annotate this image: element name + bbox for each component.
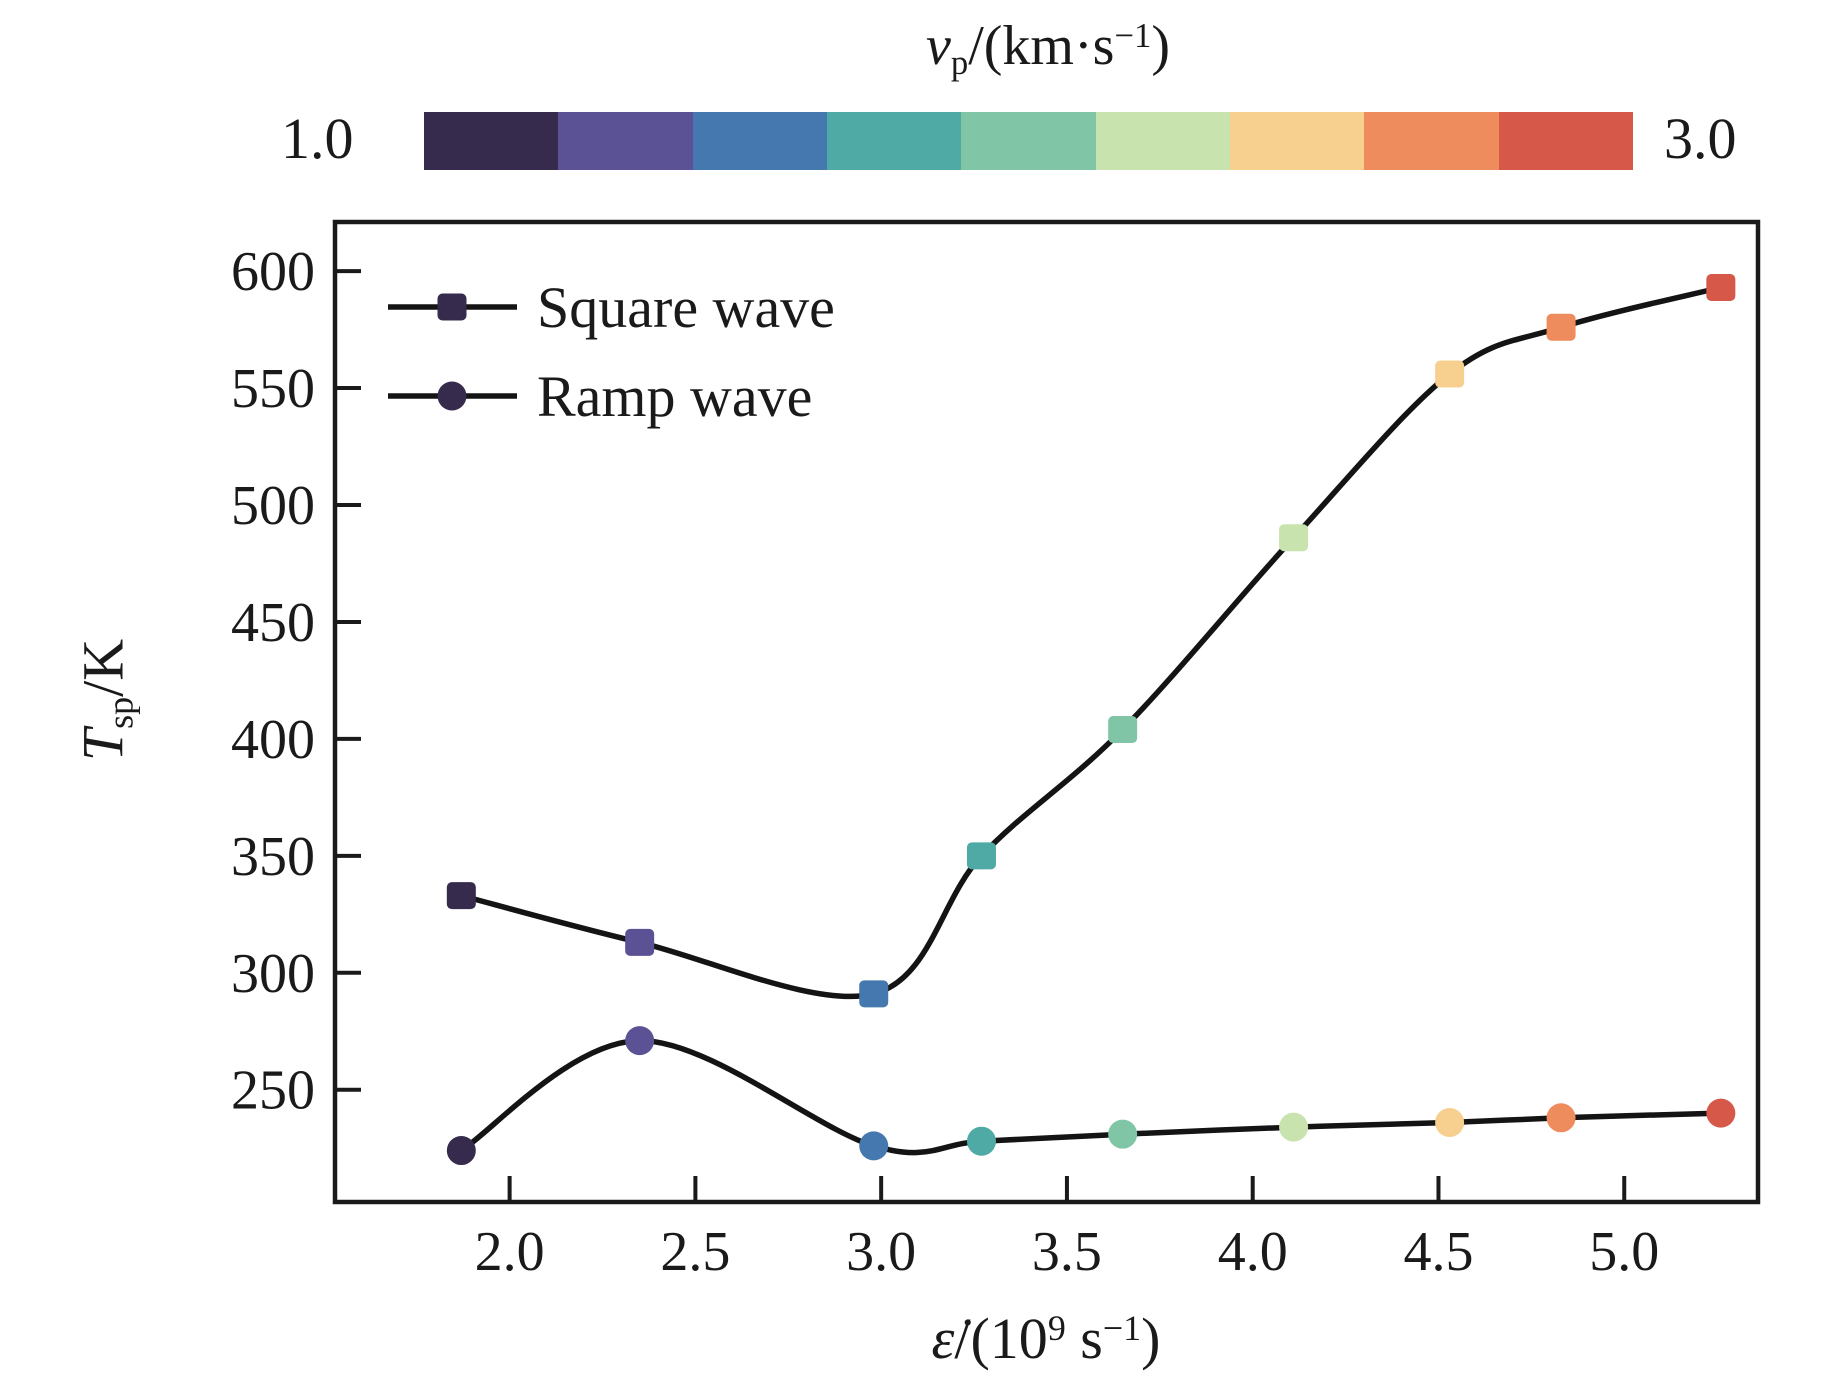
- plot-frame: [332, 219, 1761, 1205]
- y-tick-label: 550: [231, 358, 315, 420]
- x-axis-title-units-s: s: [1065, 1306, 1103, 1371]
- data-point-circle-3: [859, 1131, 889, 1161]
- colorbar-segment-5: [961, 112, 1096, 170]
- x-tick-label: 4.0: [1218, 1221, 1288, 1283]
- colorbar-segment-3: [692, 112, 827, 170]
- data-point-circle-4: [966, 1126, 996, 1156]
- data-point-square-5: [1108, 716, 1138, 744]
- colorbar-title-subscript: p: [950, 42, 969, 82]
- colorbar-segment-6: [1095, 112, 1230, 170]
- y-axis-title-units: /K: [70, 638, 136, 697]
- data-point-square-9: [1706, 273, 1736, 301]
- legend-marker-circle: [437, 381, 467, 411]
- x-axis-title: ε̇/(109 s−1): [746, 1305, 1346, 1372]
- x-tick-label: 3.5: [1032, 1221, 1102, 1283]
- colorbar-segment-1: [424, 112, 559, 170]
- colorbar-title-close: ): [1151, 15, 1171, 77]
- data-point-circle-1: [446, 1136, 476, 1166]
- data-point-square-7: [1435, 360, 1465, 388]
- data-point-circle-8: [1546, 1103, 1576, 1133]
- y-tick-label: 300: [231, 943, 315, 1005]
- data-point-square-4: [966, 842, 996, 870]
- x-axis-title-exponent: 9: [1047, 1308, 1066, 1349]
- data-point-square-6: [1279, 524, 1309, 552]
- colorbar-segment-9: [1498, 112, 1633, 170]
- y-axis-title-subscript: sp: [100, 696, 141, 729]
- colorbar-title-exponent: −1: [1114, 15, 1152, 55]
- y-tick-label: 500: [231, 475, 315, 537]
- x-tick-label: 3.0: [846, 1221, 916, 1283]
- x-axis-title-exponent-minus1: −1: [1102, 1308, 1142, 1349]
- x-tick-label: 2.0: [475, 1221, 545, 1283]
- data-point-circle-7: [1435, 1107, 1465, 1137]
- data-point-square-1: [446, 882, 476, 910]
- y-tick-label: 450: [231, 592, 315, 654]
- y-axis-title-variable: T: [70, 728, 136, 762]
- x-tick-label: 2.5: [660, 1221, 730, 1283]
- data-point-square-2: [625, 928, 655, 956]
- series-line-ramp-wave: [458, 1037, 1724, 1156]
- colorbar-segment-4: [826, 112, 962, 170]
- y-tick-label: 350: [231, 826, 315, 888]
- data-point-circle-6: [1279, 1112, 1309, 1142]
- data-point-circle-2: [625, 1026, 655, 1056]
- x-axis-title-variable: ε̇: [931, 1306, 955, 1371]
- colorbar-title-units: /(km·s: [968, 15, 1115, 77]
- legend-marker-square: [437, 293, 467, 321]
- y-axis-title: Tsp/K: [70, 638, 141, 762]
- colorbar-segment-2: [558, 112, 693, 170]
- legend-label-2: Ramp wave: [537, 364, 812, 429]
- colorbar-max-label: 3.0: [1664, 106, 1737, 171]
- x-axis-title-close: ): [1141, 1306, 1161, 1371]
- colorbar-segment-7: [1229, 112, 1365, 170]
- y-tick-label: 250: [231, 1060, 315, 1122]
- colorbar-min-label: 1.0: [281, 106, 354, 171]
- y-tick-label: 600: [231, 241, 315, 303]
- data-point-circle-9: [1706, 1098, 1736, 1128]
- legend-label-1: Square wave: [537, 275, 835, 340]
- data-point-square-3: [859, 980, 889, 1008]
- colorbar: [424, 112, 1633, 170]
- x-tick-label: 4.5: [1403, 1221, 1473, 1283]
- colorbar-title: vp/(km·s−1): [926, 6, 1170, 93]
- y-tick-label: 400: [231, 709, 315, 771]
- colorbar-title-variable: v: [925, 15, 951, 77]
- data-point-circle-5: [1108, 1119, 1138, 1149]
- x-axis-title-units: /(10: [954, 1306, 1048, 1371]
- x-tick-label: 5.0: [1589, 1221, 1659, 1283]
- data-point-square-8: [1546, 313, 1576, 341]
- colorbar-segment-8: [1364, 112, 1499, 170]
